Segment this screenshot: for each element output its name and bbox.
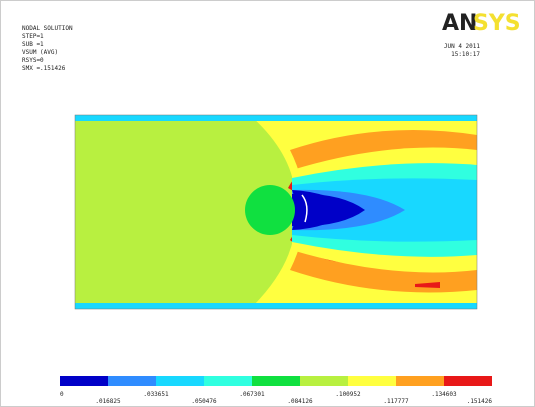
header-line: STEP=1 <box>22 33 44 40</box>
legend-swatch <box>204 376 252 386</box>
header-line: RSYS=0 <box>22 57 44 64</box>
legend-label: .134603 <box>431 391 457 398</box>
legend-label: .050476 <box>191 398 217 405</box>
legend-swatch <box>300 376 348 386</box>
header-line: NODAL SOLUTION <box>22 25 73 32</box>
legend-swatch <box>252 376 300 386</box>
legend-swatch <box>396 376 444 386</box>
legend-swatch <box>348 376 396 386</box>
logo-right: SYS <box>473 11 521 36</box>
legend-label: .117777 <box>383 398 409 405</box>
header-line: VSUM (AVG) <box>22 49 58 56</box>
logo-left: AN <box>442 11 477 36</box>
legend-swatch <box>60 376 108 386</box>
legend: 0 .016825 .033651 .050476 .067301 .084126 .100… <box>60 376 492 405</box>
legend-label: .016825 <box>95 398 121 405</box>
legend-swatch <box>108 376 156 386</box>
date: JUN 4 2011 <box>444 43 481 50</box>
legend-label: .100952 <box>335 391 361 398</box>
legend-label: .067301 <box>239 391 265 398</box>
header-line: SUB =1 <box>22 41 44 48</box>
legend-swatch <box>444 376 492 386</box>
legend-label: .151426 <box>467 398 493 405</box>
contour-plot <box>74 114 478 310</box>
legend-label: .033651 <box>143 391 169 398</box>
legend-label: 0 <box>60 391 64 398</box>
time: 15:10:17 <box>451 51 480 58</box>
header-line: SMX =.151426 <box>22 65 66 72</box>
legend-label: .084126 <box>287 398 313 405</box>
legend-swatch <box>156 376 204 386</box>
